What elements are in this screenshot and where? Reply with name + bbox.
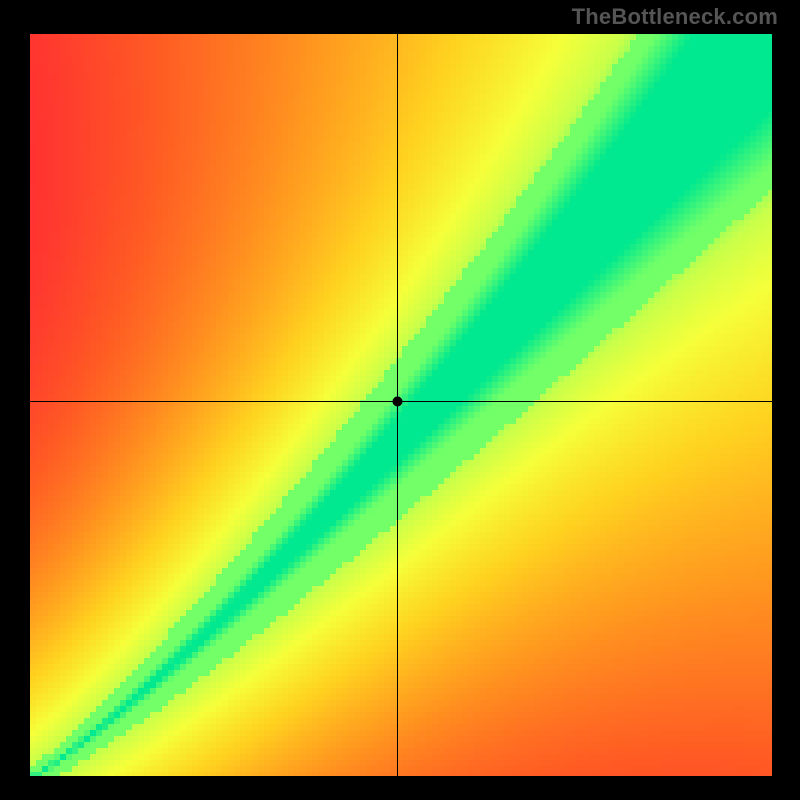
stage: TheBottleneck.com [0,0,800,800]
bottleneck-heatmap [30,34,772,776]
watermark-label: TheBottleneck.com [572,4,778,30]
